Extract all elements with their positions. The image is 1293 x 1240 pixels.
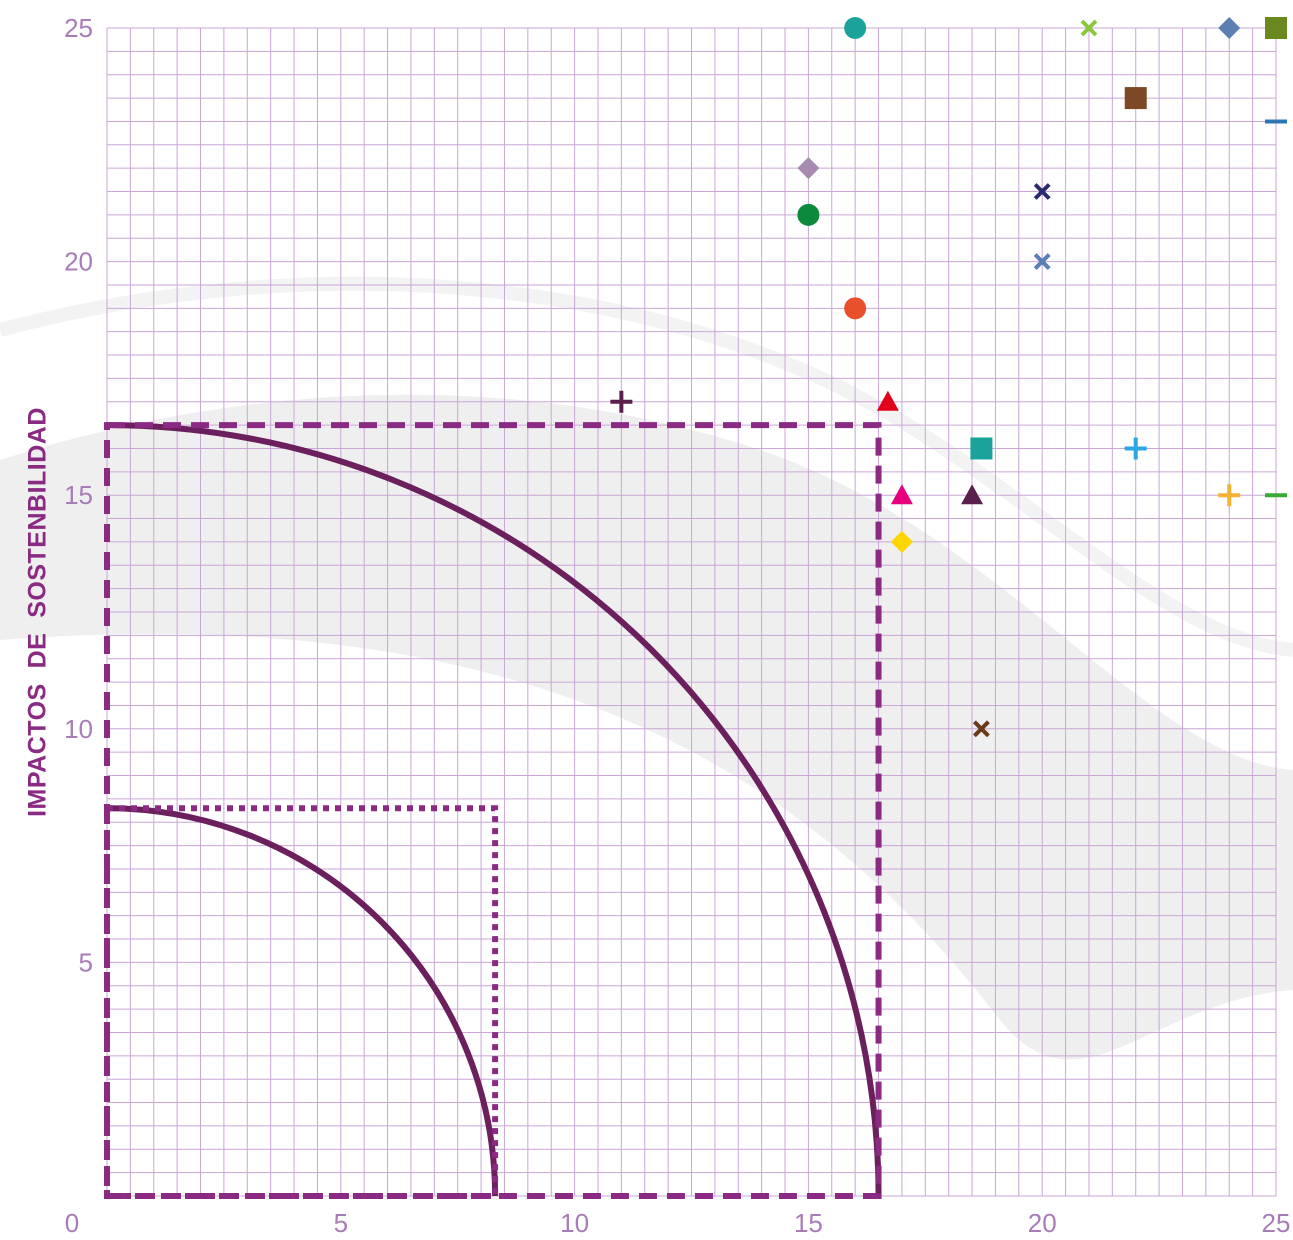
data-point-diamond <box>1218 17 1241 39</box>
y-tick-label: 15 <box>64 480 93 510</box>
data-point-triangle <box>876 390 899 411</box>
background-band <box>0 394 1293 1060</box>
data-point-circle <box>844 297 867 320</box>
y-axis-label-container: IMPACTOS DE SOSTENBILIDAD <box>18 0 58 1240</box>
data-point-square <box>1124 87 1147 110</box>
data-point-circle <box>797 203 820 226</box>
data-point-diamond <box>797 157 820 180</box>
x-tick-label: 5 <box>334 1208 348 1238</box>
dashed-square-16.5 <box>104 422 882 1199</box>
y-tick-label: 25 <box>64 13 93 43</box>
data-points <box>610 17 1287 738</box>
data-point-x <box>1033 253 1051 271</box>
y-tick-label: 20 <box>64 247 93 277</box>
reference-regions <box>104 422 882 1199</box>
dotted-square-8.3 <box>104 805 499 1199</box>
chart-grid <box>106 27 1277 1197</box>
data-point-square <box>1265 17 1287 39</box>
axis-ticks: 0 5 10 15 20 25 5 10 15 20 25 <box>64 13 1290 1238</box>
quarter-circle-8.3 <box>106 805 499 1197</box>
x-tick-label: 25 <box>1262 1208 1291 1238</box>
data-point-x <box>1080 19 1098 37</box>
x-tick-label: 20 <box>1028 1208 1057 1238</box>
x-tick-label: 10 <box>560 1208 589 1238</box>
data-point-triangle <box>890 484 913 505</box>
data-point-circle <box>844 17 867 39</box>
data-point-plus <box>1218 484 1241 507</box>
data-point-triangle <box>961 484 984 505</box>
background-arc <box>0 276 1293 657</box>
y-axis-label: IMPACTOS DE SOSTENBILIDAD <box>23 407 52 817</box>
quarter-circle-16.5 <box>106 422 882 1197</box>
y-tick-label: 5 <box>79 947 93 977</box>
data-point-x <box>1033 183 1051 200</box>
data-point-diamond <box>890 530 913 553</box>
x-tick-label: 15 <box>794 1208 823 1238</box>
x-tick-label: 0 <box>65 1208 79 1238</box>
data-point-x <box>972 720 990 738</box>
y-tick-label: 10 <box>64 714 93 744</box>
data-point-square <box>970 437 993 460</box>
data-point-plus <box>1124 437 1147 460</box>
background-swoosh <box>0 276 1293 1060</box>
data-point-plus <box>610 390 633 413</box>
